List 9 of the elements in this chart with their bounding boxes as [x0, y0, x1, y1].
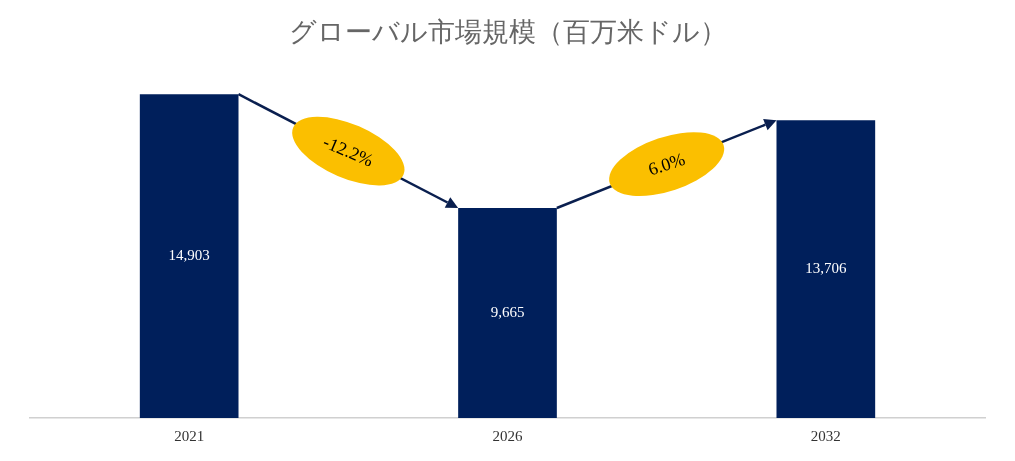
- x-tick-label: 2032: [810, 427, 841, 444]
- annotation: 6.0%: [645, 148, 688, 180]
- annotation: -12.2%: [320, 131, 377, 171]
- x-tick-label: 2021: [174, 427, 205, 444]
- chart-title: グローバル市場規模（百万米ドル）: [288, 17, 727, 48]
- data-label: 13,706: [805, 260, 847, 277]
- data-label: 14,903: [168, 247, 210, 264]
- data-label: 9,665: [490, 303, 525, 320]
- x-tick-label: 2026: [492, 427, 523, 444]
